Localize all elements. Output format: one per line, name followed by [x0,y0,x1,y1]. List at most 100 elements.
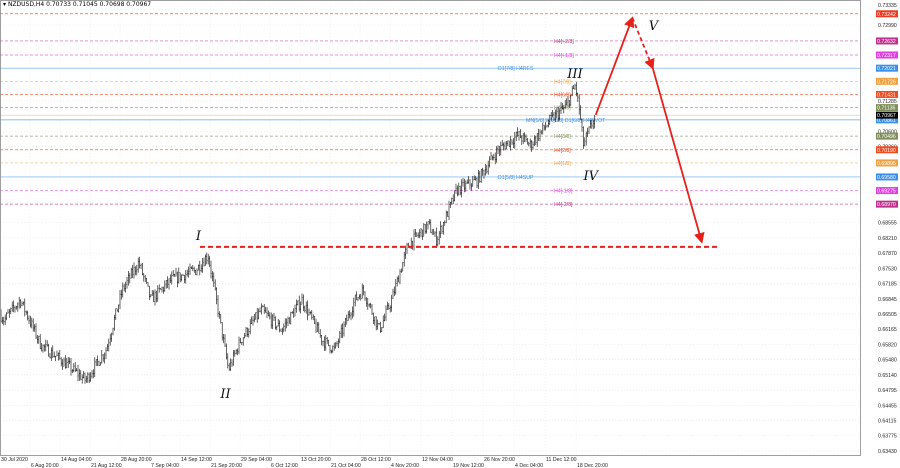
price-bar [335,342,337,349]
price-bar [458,182,460,196]
price-tag [876,173,898,181]
price-bar [564,100,566,109]
price-bar [154,289,156,306]
price-bar [399,269,401,285]
price-bar [204,254,206,266]
price-bar [80,370,82,381]
price-bar [260,303,262,315]
price-tag-label: 0.71136 [877,106,895,112]
price-bar [197,264,199,271]
price-tag [876,104,898,112]
price-bar [566,98,568,106]
price-bar [70,358,72,376]
price-bar [315,318,317,333]
price-bar [169,274,171,284]
price-tag [876,90,898,98]
price-bar [528,141,530,147]
price-bar [426,221,428,234]
price-bar [293,308,295,318]
price-bar [501,140,503,147]
price-bar [213,272,215,287]
price-bar [384,313,386,322]
price-bar [287,316,289,327]
price-bar [176,271,178,288]
symbol-dropdown-icon[interactable]: ▾ [3,1,7,8]
price-bar [283,323,285,333]
price-bar [560,102,562,115]
price-bar [388,303,390,310]
price-bar [140,263,142,270]
price-bar [119,290,121,310]
y-tick-label: 0.68210 [878,236,897,242]
price-bar [1,316,3,325]
wave-label: V [649,19,660,34]
price-bar [568,100,570,108]
price-bar [462,177,464,187]
price-bar [63,357,65,367]
x-tick-label: 6 Aug 20:00 [31,463,59,468]
price-bar [463,178,465,193]
price-bar [403,251,405,267]
price-bar [175,267,177,277]
price-bar [246,327,248,337]
price-bar [48,343,50,357]
price-bar [10,307,12,315]
price-bar [470,183,472,191]
price-bar [146,277,148,284]
price-bar [427,221,429,230]
price-bar [206,252,208,265]
price-bar [18,296,20,309]
price-bar [591,119,593,129]
price-bar [109,333,111,346]
price-bar [456,185,458,197]
price-bar [71,369,73,374]
wave-label: I [195,229,202,244]
x-tick-label: 14 Sep 12:00 [181,457,212,463]
y-tick-label: 0.65140 [878,373,897,379]
price-bar [265,306,267,313]
price-bar [148,285,150,300]
price-bar [151,289,153,296]
price-bar [160,288,162,290]
price-bar [577,92,579,102]
price-bar [24,298,26,317]
price-bar [241,342,243,346]
price-bar [508,140,510,148]
y-tick-label: 0.67185 [878,282,897,288]
price-bar [420,228,422,238]
price-bar [20,299,22,309]
price-bar [203,257,205,267]
price-bar [277,318,279,327]
price-bar [503,142,505,151]
price-bar [185,270,187,284]
price-bar [574,83,576,90]
symbol-label: NZDUSD,H4 [7,1,45,8]
price-tag [876,146,898,154]
price-bar [581,118,583,132]
price-bar [235,349,237,355]
price-bar [325,334,327,351]
price-bar [36,335,38,344]
price-bar [385,305,387,321]
price-bar [342,323,344,339]
price-bar [155,290,157,303]
price-bar [186,269,188,277]
price-bar [511,139,513,146]
price-bar [13,300,15,313]
price-bar [440,221,442,238]
price-bar [444,220,446,226]
price-bar [407,242,409,247]
price-bar [406,242,408,255]
price-bar [211,271,213,282]
price-bar [281,327,283,335]
price-bar [465,180,467,192]
price-bar [322,340,324,347]
price-bar [357,296,359,302]
price-bar [497,145,499,155]
x-tick-label: 21 Aug 12:00 [91,463,122,468]
price-bar [550,112,552,121]
x-tick-label: 13 Oct 20:00 [301,457,331,463]
price-tag [876,64,898,72]
